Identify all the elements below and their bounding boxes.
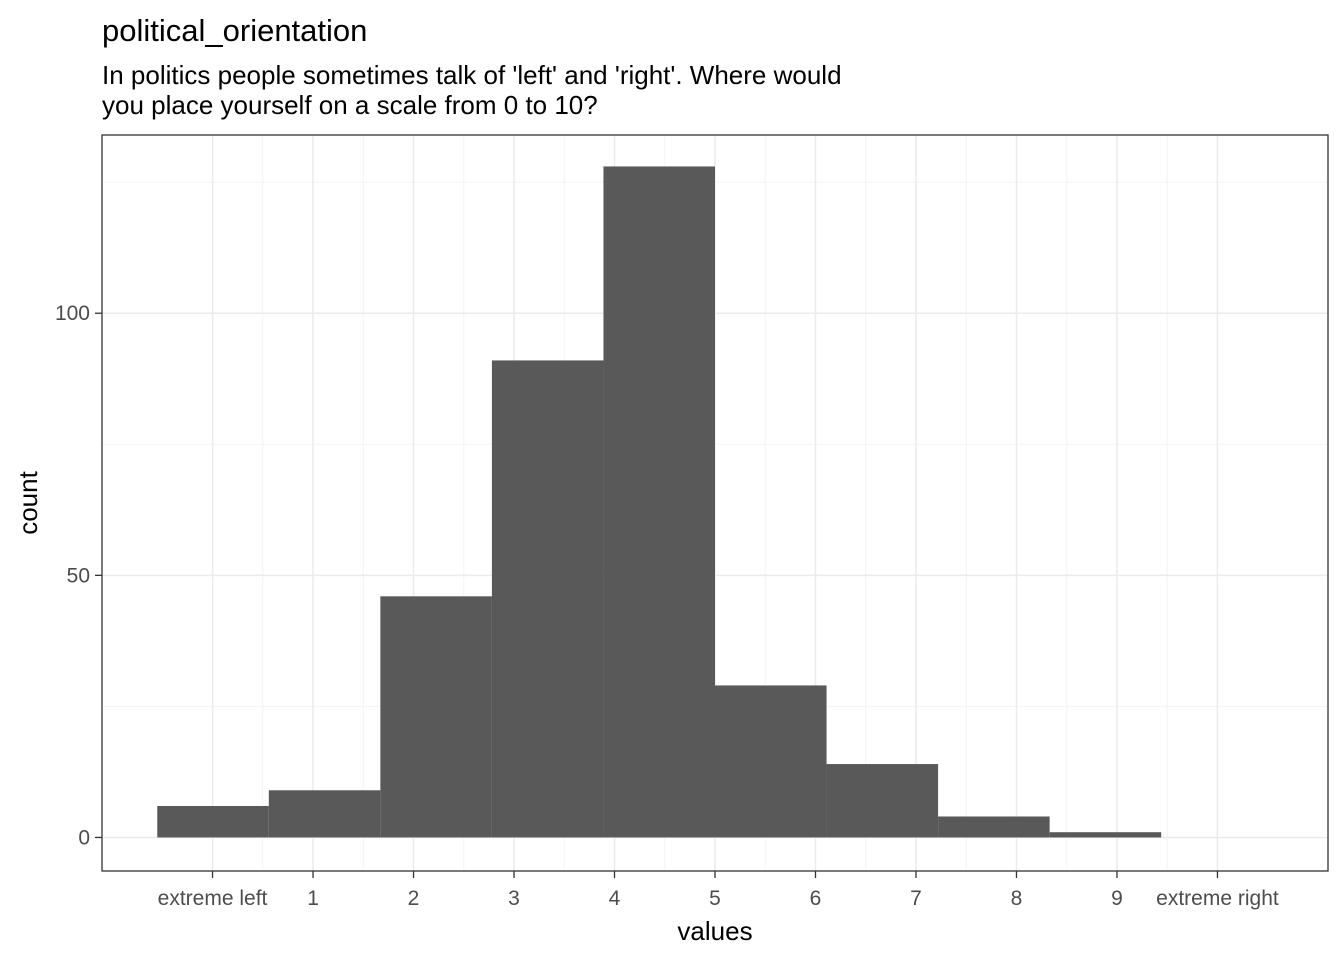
x-tick-label: 2 [408, 887, 420, 910]
y-tick-label: 100 [55, 302, 90, 325]
x-tick-label: 8 [1011, 887, 1023, 910]
bar-1 [268, 790, 381, 838]
chart-subtitle-line-2: you place yourself on a scale from 0 to … [102, 90, 598, 120]
x-tick-label: 3 [508, 887, 520, 910]
bars [157, 166, 1162, 838]
x-tick-label: 4 [609, 887, 621, 910]
y-tick-label: 50 [67, 564, 90, 587]
x-axis-title: values [677, 916, 752, 946]
bar-2 [380, 596, 492, 838]
bar-7 [938, 816, 1050, 838]
x-axis: extreme left 1 2 3 4 5 6 7 8 9 extreme right [158, 871, 1279, 910]
bar-6 [826, 764, 939, 838]
chart-subtitle-line-1: In politics people sometimes talk of 'le… [102, 60, 842, 90]
x-tick-label: extreme left [158, 887, 268, 910]
y-tick-label: 0 [78, 826, 90, 849]
bar-0 [157, 805, 269, 838]
bar-4 [603, 166, 715, 838]
bar-5 [715, 685, 827, 838]
x-tick-label: 6 [810, 887, 822, 910]
bar-8 [1049, 832, 1162, 838]
plot-area [101, 134, 1329, 872]
x-tick-label: 1 [307, 887, 319, 910]
x-tick-label: 7 [910, 887, 922, 910]
y-axis-title: count [13, 470, 43, 534]
x-tick-label: 9 [1111, 887, 1123, 910]
x-tick-label: 5 [709, 887, 721, 910]
bar-3 [491, 360, 604, 838]
chart-title: political_orientation [102, 13, 367, 48]
y-axis: 0 50 100 [55, 302, 102, 849]
x-tick-label: extreme right [1156, 887, 1279, 910]
